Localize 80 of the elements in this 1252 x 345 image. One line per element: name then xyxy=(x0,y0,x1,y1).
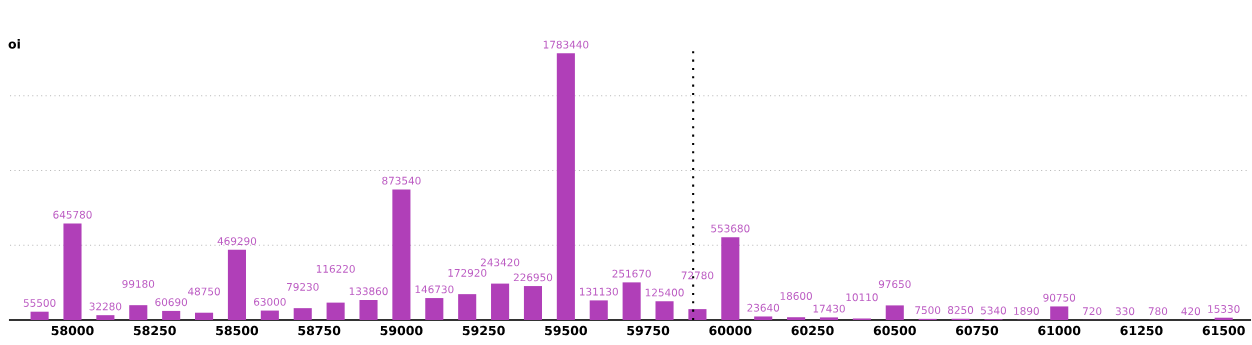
data-label: 63000 xyxy=(254,297,286,306)
bar xyxy=(425,298,444,320)
bar xyxy=(227,249,246,320)
data-label: 97650 xyxy=(878,280,911,289)
bar xyxy=(721,237,740,320)
data-label: 72780 xyxy=(681,271,714,280)
x-tick-label: 60500 xyxy=(873,325,916,336)
bar xyxy=(787,317,806,320)
data-label: 131130 xyxy=(580,287,618,296)
data-label: 172920 xyxy=(448,268,487,277)
data-label: 8250 xyxy=(948,306,974,314)
bar xyxy=(523,286,543,320)
data-label: 125400 xyxy=(645,288,684,297)
data-label: 1890 xyxy=(1014,307,1039,315)
data-label: 60690 xyxy=(155,298,188,307)
bar xyxy=(63,223,82,320)
bar xyxy=(162,310,181,320)
bar xyxy=(260,310,279,320)
data-label: 1783440 xyxy=(543,40,589,49)
x-tick-label: 59250 xyxy=(462,325,505,336)
data-label: 79230 xyxy=(287,282,319,291)
bar xyxy=(885,305,904,320)
x-tick-label: 60000 xyxy=(709,325,752,336)
data-label: 5340 xyxy=(981,306,1007,315)
data-label: 99180 xyxy=(122,279,155,288)
data-label: 48750 xyxy=(188,287,220,296)
x-tick-label: 61250 xyxy=(1120,325,1163,336)
bar xyxy=(326,302,345,320)
data-label: 90750 xyxy=(1043,293,1076,302)
x-tick-label: 59500 xyxy=(545,325,588,336)
data-label: 720 xyxy=(1083,307,1102,316)
x-tick-label: 58500 xyxy=(216,325,259,336)
data-label: 780 xyxy=(1148,307,1168,316)
data-label: 17430 xyxy=(813,304,845,313)
x-tick-label: 58000 xyxy=(51,325,94,336)
bar xyxy=(96,315,115,320)
bar xyxy=(458,294,477,320)
data-label: 251670 xyxy=(612,269,651,278)
data-label: 7500 xyxy=(915,306,941,315)
bar xyxy=(1050,306,1069,320)
bar xyxy=(129,305,148,320)
bar xyxy=(622,282,641,320)
x-tick-label: 58250 xyxy=(133,325,176,336)
bar xyxy=(688,309,707,320)
data-label: 243420 xyxy=(480,258,520,267)
data-label: 420 xyxy=(1181,307,1201,316)
bar xyxy=(589,300,608,320)
data-label: 116220 xyxy=(316,264,355,273)
bar xyxy=(491,283,510,320)
data-label: 469290 xyxy=(217,237,257,246)
data-label: 873540 xyxy=(382,176,421,185)
data-label: 133860 xyxy=(349,287,388,296)
data-label: 553680 xyxy=(711,224,750,233)
data-label: 15330 xyxy=(1208,305,1240,313)
y-axis-title: oi xyxy=(8,38,20,49)
x-tick-label: 58750 xyxy=(298,325,341,336)
data-label: 146730 xyxy=(415,285,454,294)
x-tick-label: 61000 xyxy=(1038,325,1081,336)
bar xyxy=(754,316,773,320)
bar xyxy=(556,53,575,320)
bar xyxy=(293,308,312,320)
data-label: 32280 xyxy=(89,302,122,311)
x-tick-label: 59750 xyxy=(627,325,670,336)
x-tick-label: 60750 xyxy=(956,325,999,336)
data-label: 645780 xyxy=(53,210,92,219)
bar xyxy=(195,312,214,320)
bar xyxy=(655,301,674,320)
bar xyxy=(30,311,49,320)
bar xyxy=(392,189,411,320)
data-label: 55500 xyxy=(23,299,56,307)
data-label: 330 xyxy=(1115,307,1135,316)
data-label: 10110 xyxy=(846,293,878,302)
bar xyxy=(819,317,839,320)
data-label: 18600 xyxy=(780,292,812,300)
data-label: 23640 xyxy=(747,303,780,312)
x-tick-label: 59000 xyxy=(380,325,423,336)
bar xyxy=(359,299,378,320)
data-label: 226950 xyxy=(513,273,553,282)
x-tick-label: 61500 xyxy=(1202,325,1245,336)
x-tick-label: 60250 xyxy=(791,325,834,336)
